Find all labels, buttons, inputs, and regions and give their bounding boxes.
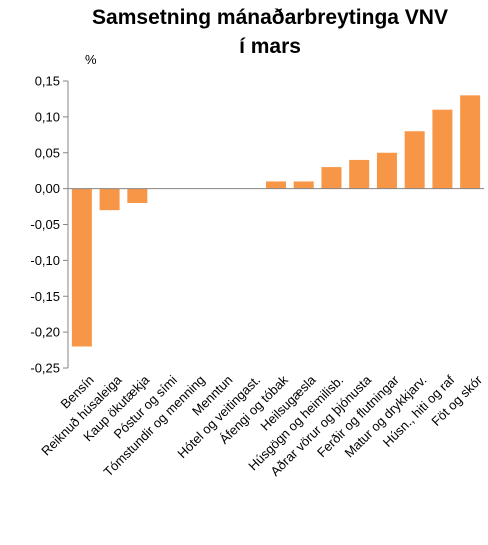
y-tick-label: -0,25 [30,361,60,376]
bar [404,131,425,189]
bar [266,181,286,189]
chart-title-line1: Samsetning mánaðarbreytinga VNV [92,6,448,29]
bar [432,109,453,189]
chart-title-line2: í mars [239,35,301,58]
bar [99,188,120,211]
y-tick-label: 0,15 [35,74,60,89]
bar [293,181,314,189]
bar [460,95,481,189]
y-tick-label: -0,05 [30,217,60,232]
bar [376,152,397,189]
y-tick-label: -0,15 [30,289,60,304]
bar [321,167,342,189]
y-tick-label: -0,20 [30,325,60,340]
y-tick-label: 0,05 [35,145,60,160]
bar [71,188,92,347]
y-axis-label: % [85,52,97,67]
bar [349,159,370,189]
y-tick-label: 0,00 [35,181,60,196]
bar [127,188,148,203]
y-tick-label: -0,10 [30,253,60,268]
y-tick-label: 0,10 [35,109,60,124]
